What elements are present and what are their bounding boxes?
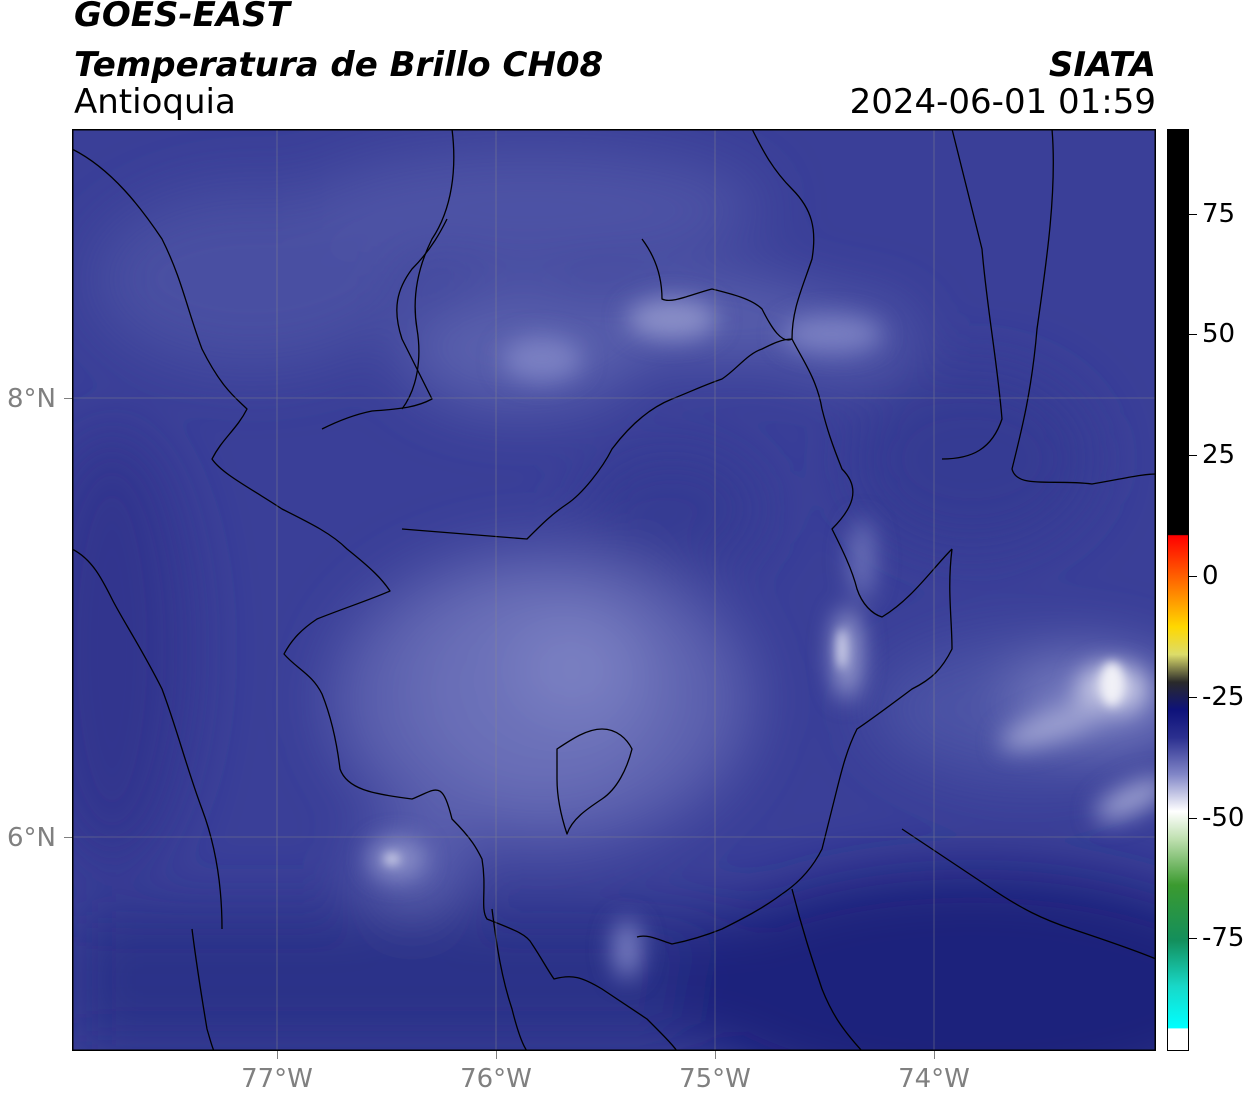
venezuela-border [1011, 129, 1156, 485]
colorbar-tick [1189, 576, 1197, 577]
satellite-map[interactable] [72, 129, 1156, 1051]
timestamp: 2024-06-01 01:59 [849, 82, 1156, 122]
lat-tick [64, 398, 72, 399]
colorbar [1167, 129, 1189, 1051]
lon-tick [277, 1051, 278, 1059]
colorbar-tick [1189, 818, 1197, 819]
boyaca-border [901, 828, 1156, 960]
magdalena-border [751, 129, 815, 340]
sucre-border [641, 238, 793, 341]
lat-label-8n: 8°N [7, 384, 56, 414]
colorbar-tick [1189, 697, 1197, 698]
bolivar-border [791, 338, 953, 618]
region-name: Antioquia [74, 82, 236, 122]
colorbar-tick [1189, 214, 1197, 215]
colorbar-label-25: 25 [1202, 440, 1236, 470]
tolima-border [791, 888, 863, 1051]
lon-label-76w: 76°W [460, 1064, 532, 1094]
cordoba-border [401, 338, 793, 540]
lon-tick [934, 1051, 935, 1059]
administrative-borders [72, 129, 1156, 1051]
caldas-border [636, 893, 783, 945]
panama-border [72, 548, 223, 930]
gulf-coast [401, 129, 455, 410]
product-name: Temperatura de Brillo CH08 [74, 45, 604, 85]
colorbar-label-75: 75 [1202, 199, 1236, 229]
satellite-name: GOES-EAST [74, 0, 290, 35]
uraba-border [321, 218, 448, 430]
colorbar-label-0: 0 [1202, 561, 1219, 591]
colorbar-tick [1189, 455, 1197, 456]
cesar-border [941, 129, 1003, 460]
map-border [72, 129, 1156, 1051]
bright-cloud-cores [384, 629, 1124, 865]
colorbar-label-50: 50 [1202, 319, 1236, 349]
colorbar-frame [1167, 129, 1189, 1051]
colorbar-label-minus-75: -75 [1202, 923, 1245, 953]
santander-border [781, 548, 953, 895]
pacific-coast [191, 928, 215, 1051]
lon-tick [715, 1051, 716, 1059]
lon-label-75w: 75°W [679, 1064, 751, 1094]
colorbar-tick [1189, 334, 1197, 335]
map-gridlines [72, 129, 1156, 1051]
colorbar-label-minus-50: -50 [1202, 803, 1245, 833]
lat-label-6n: 6°N [7, 823, 56, 853]
lon-label-77w: 77°W [241, 1064, 313, 1094]
colorbar-tick [1189, 938, 1197, 939]
lon-label-74w: 74°W [898, 1064, 970, 1094]
antioquia-west-border [72, 148, 678, 1051]
colorbar-label-minus-25: -25 [1202, 682, 1245, 712]
lat-tick [64, 837, 72, 838]
lon-tick [496, 1051, 497, 1059]
aburra-valley-border [556, 728, 633, 835]
organization-name: SIATA [1048, 45, 1156, 85]
bright-cloud-features [369, 299, 1156, 979]
colorbar-gradient [1167, 129, 1189, 1051]
